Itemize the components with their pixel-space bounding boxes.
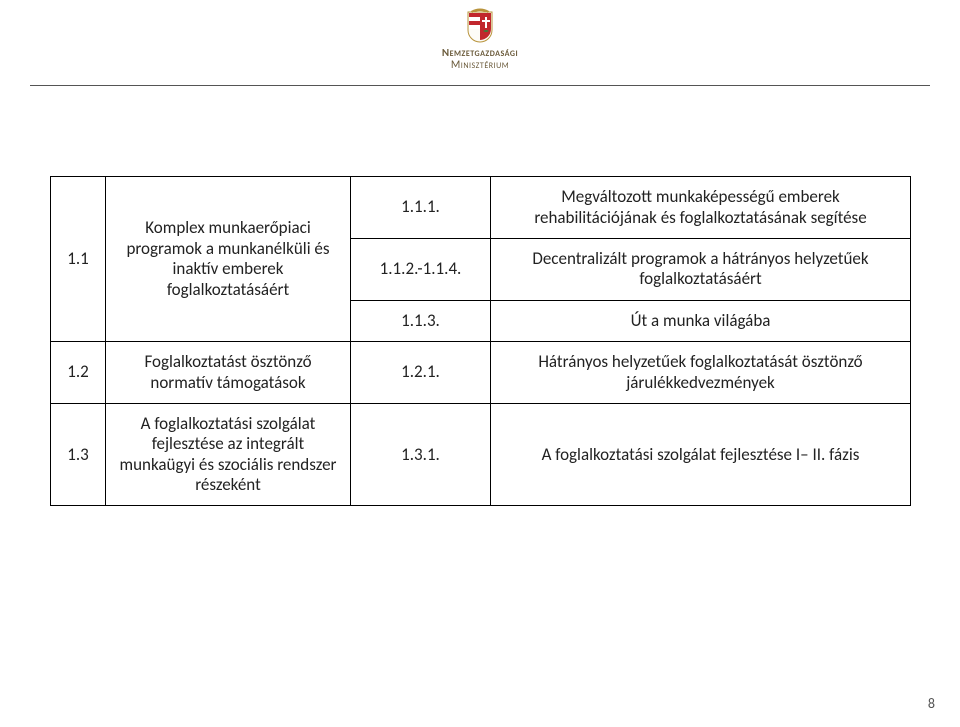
cell-desc: Út a munka világába bbox=[491, 300, 911, 341]
page: Nemzetgazdasági Minisztérium 1.1 Komplex… bbox=[0, 0, 960, 727]
cell-title: Komplex munkaerőpiaci programok a munkan… bbox=[106, 177, 351, 342]
crest-icon bbox=[465, 8, 495, 44]
cell-title: Foglalkoztatást ösztönző normatív támoga… bbox=[106, 342, 351, 404]
page-number: 8 bbox=[928, 695, 935, 712]
cell-subcode: 1.1.3. bbox=[351, 300, 491, 341]
cell-subcode: 1.3.1. bbox=[351, 403, 491, 506]
table-row: 1.1 Komplex munkaerőpiaci programok a mu… bbox=[51, 177, 911, 239]
program-table: 1.1 Komplex munkaerőpiaci programok a mu… bbox=[50, 176, 911, 506]
cell-subcode: 1.1.1. bbox=[351, 177, 491, 239]
cell-desc: Decentralizált programok a hátrányos hel… bbox=[491, 238, 911, 300]
cell-subcode: 1.2.1. bbox=[351, 342, 491, 404]
header: Nemzetgazdasági Minisztérium bbox=[0, 0, 960, 77]
ministry-line2: Minisztérium bbox=[451, 58, 509, 71]
cell-code: 1.1 bbox=[51, 177, 106, 342]
cell-subcode: 1.1.2.-1.1.4. bbox=[351, 238, 491, 300]
table-row: 1.3 A foglalkoztatási szolgálat fejleszt… bbox=[51, 403, 911, 506]
cell-desc: Megváltozott munkaképességű emberek reha… bbox=[491, 177, 911, 239]
ministry-name: Nemzetgazdasági Minisztérium bbox=[442, 47, 518, 71]
cell-code: 1.2 bbox=[51, 342, 106, 404]
table-row: 1.2 Foglalkoztatást ösztönző normatív tá… bbox=[51, 342, 911, 404]
table-body: 1.1 Komplex munkaerőpiaci programok a mu… bbox=[51, 177, 911, 506]
cell-code: 1.3 bbox=[51, 403, 106, 506]
ministry-line1: Nemzetgazdasági bbox=[442, 46, 518, 59]
content: 1.1 Komplex munkaerőpiaci programok a mu… bbox=[0, 86, 960, 506]
cell-desc: A foglalkoztatási szolgálat fejlesztése … bbox=[491, 403, 911, 506]
cell-title: A foglalkoztatási szolgálat fejlesztése … bbox=[106, 403, 351, 506]
cell-desc: Hátrányos helyzetűek foglalkoztatását ös… bbox=[491, 342, 911, 404]
